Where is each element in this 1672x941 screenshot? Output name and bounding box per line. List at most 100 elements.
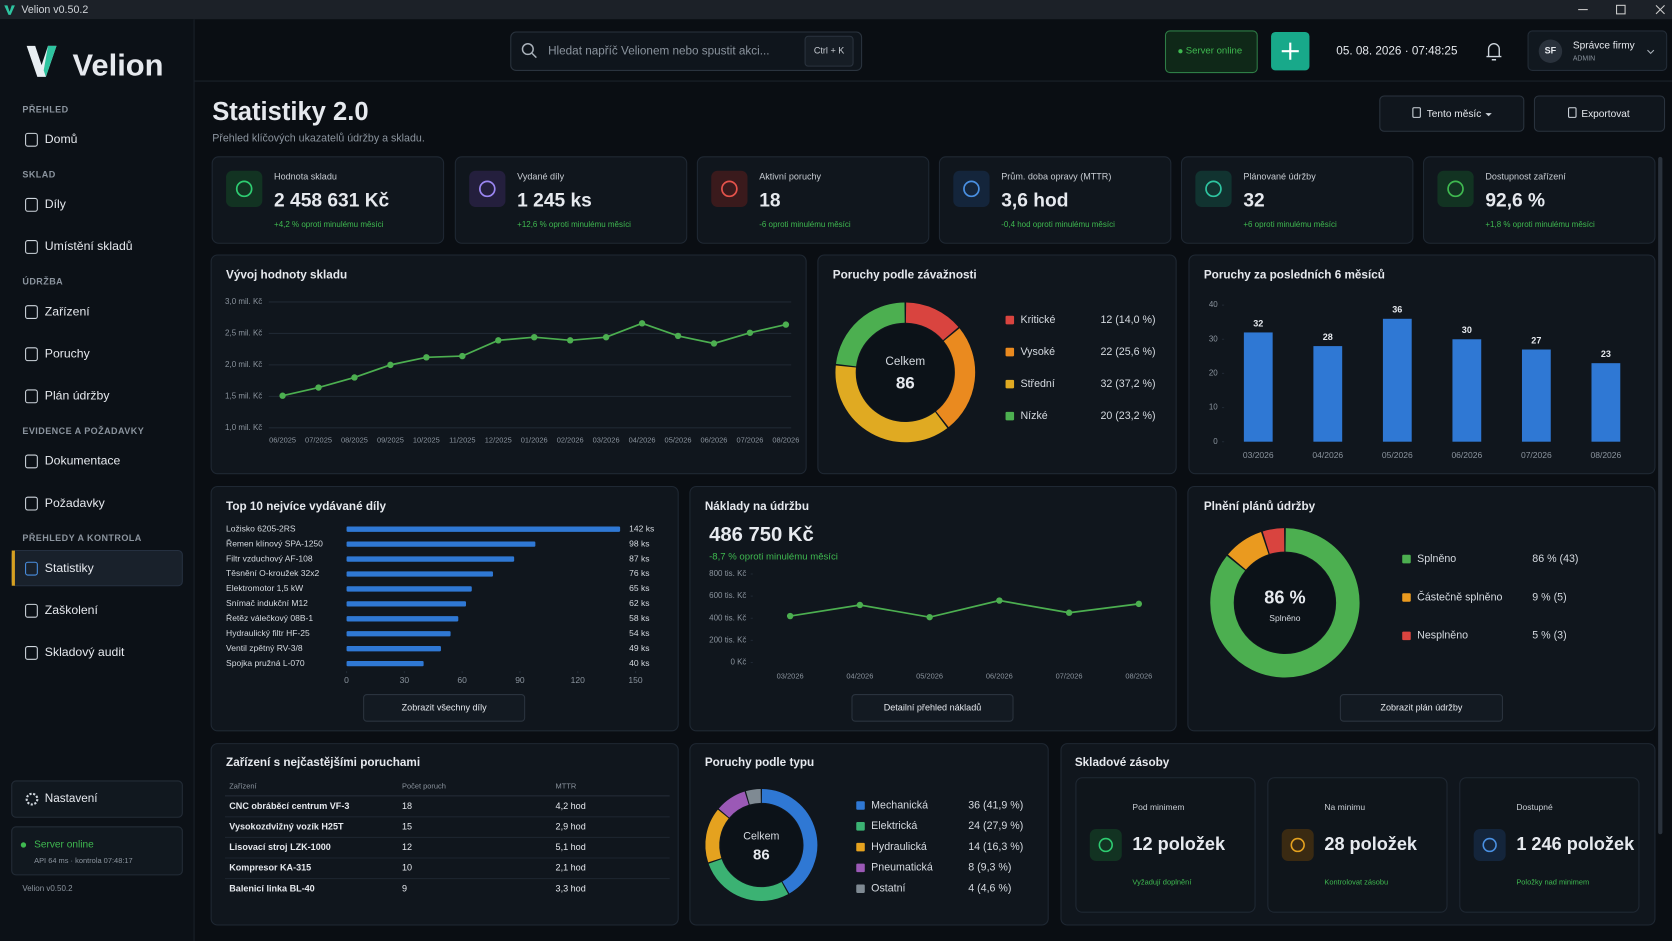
panel-button-label: Zobrazit všechny díly — [402, 702, 487, 712]
stock-icon-box — [1281, 828, 1314, 861]
chart-change: -8,7 % oproti minulému měsíci — [709, 551, 838, 562]
export-button[interactable] — [1533, 95, 1666, 132]
bar-value-label: 98 ks — [629, 538, 649, 548]
table-cell: 3,3 hod — [556, 883, 586, 893]
donut-segment — [761, 788, 818, 894]
chart-title: Vývoj hodnoty skladu — [226, 268, 347, 281]
status-box — [11, 826, 183, 876]
point — [351, 374, 358, 381]
search-box[interactable] — [510, 31, 863, 71]
legend-swatch — [856, 884, 865, 893]
kpi-icon — [478, 180, 496, 198]
x-tick-label: 05/2026 — [916, 671, 943, 680]
point — [856, 601, 864, 609]
nav-item: Zařízení — [45, 304, 91, 318]
server-button[interactable] — [1164, 30, 1258, 74]
settings-label: Nastavení — [45, 792, 98, 805]
kpi-card — [454, 156, 688, 244]
legend-value: 12 (14,0 %) — [1100, 314, 1155, 326]
legend-swatch — [1402, 554, 1411, 564]
maximize[interactable] — [1616, 4, 1626, 15]
close[interactable] — [1655, 4, 1665, 15]
nav-icon — [25, 132, 38, 147]
table-cell: 2,1 hod — [556, 863, 586, 873]
stock-value: 28 položek — [1324, 834, 1418, 854]
period-button[interactable] — [1379, 95, 1525, 132]
kpi-card — [1423, 156, 1656, 244]
donut-segment — [718, 791, 750, 818]
bell[interactable] — [1486, 43, 1502, 61]
kpi-change: +6 oproti minulému měsíci — [1243, 220, 1337, 229]
bar-value-label: 36 — [1392, 305, 1402, 315]
bar-value-label: 49 ks — [629, 643, 649, 653]
donut-segment — [1210, 528, 1360, 678]
user-box[interactable] — [1527, 30, 1668, 71]
nav-icon — [25, 603, 38, 618]
bar-label: Těsnění O-kroužek 32x2 — [226, 568, 319, 578]
donut-center-value: 86 — [896, 374, 915, 393]
legend-label: Hydraulická — [871, 841, 927, 853]
shortcut-box — [804, 35, 854, 67]
legend-value: 5 % (3) — [1532, 630, 1566, 642]
kpi-value: 3,6 hod — [1001, 191, 1068, 212]
panel — [210, 743, 679, 926]
kpi-icon-box — [953, 170, 990, 207]
x-tick-label: 03/2026 — [1243, 450, 1274, 460]
status-dot — [20, 842, 27, 848]
kpi-change: -0,4 hod oproti minulému měsíci — [1001, 220, 1115, 229]
bar-value-label: 28 — [1323, 332, 1333, 342]
stock-value: 1 246 položek — [1516, 834, 1635, 854]
bar — [1382, 318, 1412, 442]
legend-label: Mechanická — [871, 799, 928, 811]
donut-center-label: Celkem — [885, 355, 925, 368]
nav-item: Zaškolení — [45, 603, 99, 617]
stock-card — [1459, 777, 1640, 913]
server-label: Server online — [1186, 46, 1242, 57]
bar-value-label: 142 ks — [629, 523, 654, 533]
legend-value: 20 (23,2 %) — [1100, 410, 1155, 422]
bar — [346, 616, 459, 622]
stock-icon — [1482, 837, 1497, 853]
bar-value-label: 32 — [1253, 318, 1263, 328]
panel-button[interactable] — [363, 694, 526, 722]
panel-button[interactable] — [1339, 694, 1503, 722]
kpi-change: +12,6 % oproti minulému měsíci — [517, 220, 631, 229]
panel-button[interactable] — [851, 694, 1014, 722]
x-tick-label: 04/2026 — [629, 436, 656, 445]
point — [495, 337, 502, 344]
donut-hole — [1234, 552, 1336, 653]
bar-label: Řemen klínový SPA-1250 — [226, 538, 323, 548]
nav-icon — [25, 305, 38, 320]
kpi-icon — [721, 180, 738, 198]
point — [459, 352, 466, 360]
legend-swatch — [1005, 347, 1015, 357]
x-tick-label: 150 — [628, 675, 642, 685]
x-tick-label: 06/2025 — [269, 436, 296, 445]
x-tick-label: 07/2026 — [1056, 671, 1083, 680]
legend-label: Vysoké — [1020, 346, 1055, 358]
bar-label: Spojka pružná L-070 — [226, 658, 305, 668]
table-cell: 5,1 hod — [556, 842, 586, 852]
nav-section: PŘEHLEDY A KONTROLA — [22, 532, 141, 543]
stock-title: Skladové zásoby — [1075, 756, 1170, 769]
nav-icon — [25, 197, 38, 212]
panel — [210, 485, 679, 732]
point — [996, 597, 1003, 604]
stock-icon-box — [1473, 828, 1506, 861]
settings-icon — [25, 792, 39, 806]
x-tick-label: 03/2026 — [777, 671, 804, 680]
settings-button[interactable] — [11, 780, 183, 818]
nav-item: Umístění skladů — [45, 239, 133, 253]
legend-label: Pneumatická — [871, 862, 933, 874]
window-title: Velion v0.50.2 — [21, 4, 88, 16]
nav-item: Domů — [45, 132, 78, 146]
donut-center-label: Splněno — [1269, 613, 1301, 623]
bar-label: Snímač indukční M12 — [226, 598, 308, 608]
bar-label: Ložisko 6205-2RS — [226, 523, 296, 533]
table-header: MTTR — [556, 781, 577, 790]
bar — [346, 586, 472, 592]
bar — [346, 556, 515, 562]
bar — [1521, 349, 1551, 442]
period-icon — [1412, 107, 1421, 118]
bar-label: Hydraulický filtr HF-25 — [226, 628, 310, 638]
